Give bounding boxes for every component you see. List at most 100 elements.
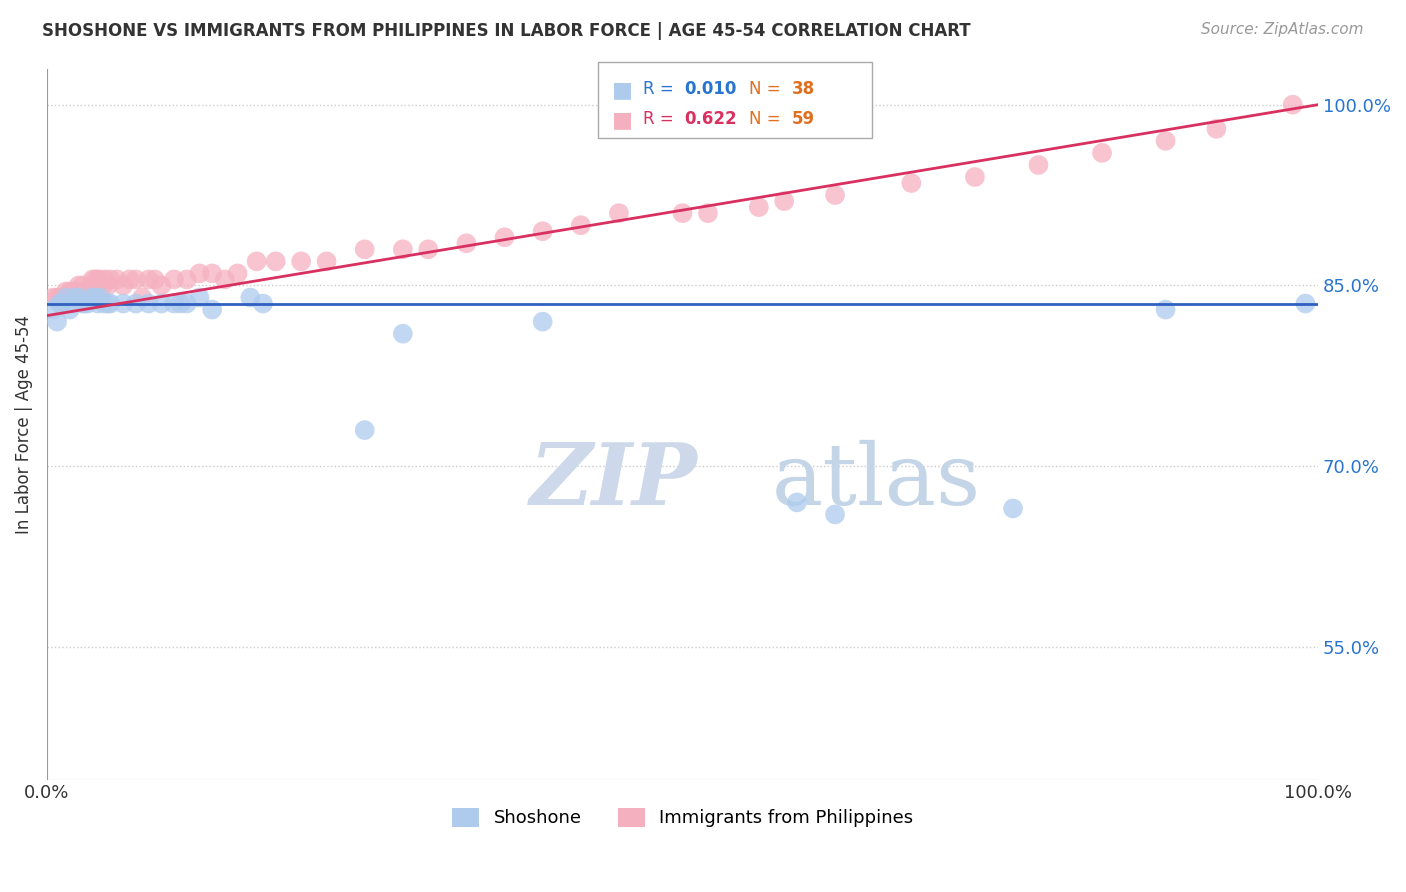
Point [46, 291, 69, 305]
Point [239, 291, 262, 305]
Text: Source: ZipAtlas.com: Source: ZipAtlas.com [1201, 22, 1364, 37]
Point [91, 278, 114, 293]
Point [290, 254, 312, 268]
Point [72, 296, 94, 310]
Text: 59: 59 [792, 110, 814, 128]
Point [79, 285, 101, 299]
Point [125, 296, 148, 310]
Legend: Shoshone, Immigrants from Philippines: Shoshone, Immigrants from Philippines [444, 801, 921, 835]
Point [55, 285, 77, 299]
Point [315, 254, 337, 268]
Point [353, 242, 375, 256]
Point [55, 291, 77, 305]
Text: 0.622: 0.622 [685, 110, 737, 128]
Point [1028, 158, 1050, 172]
Point [188, 267, 211, 281]
Point [607, 206, 630, 220]
Point [72, 278, 94, 293]
Point [100, 296, 122, 310]
Point [100, 272, 122, 286]
Text: R =: R = [643, 80, 679, 98]
Point [392, 326, 415, 341]
Y-axis label: In Labor Force | Age 45-54: In Labor Force | Age 45-54 [15, 315, 32, 533]
Text: SHOSHONE VS IMMIGRANTS FROM PHILIPPINES IN LABOR FORCE | AGE 45-54 CORRELATION C: SHOSHONE VS IMMIGRANTS FROM PHILIPPINES … [42, 22, 970, 40]
Point [201, 267, 224, 281]
Point [456, 236, 478, 251]
Point [73, 296, 96, 310]
Point [87, 272, 110, 286]
Point [112, 296, 135, 310]
Point [63, 291, 86, 305]
Text: R =: R = [643, 110, 679, 128]
Point [494, 230, 516, 244]
Text: ■: ■ [612, 110, 633, 129]
Point [89, 272, 111, 286]
Point [773, 194, 796, 208]
Point [84, 291, 107, 305]
Point [87, 296, 110, 310]
Text: ■: ■ [612, 80, 633, 100]
Point [748, 200, 770, 214]
Point [46, 315, 69, 329]
Point [963, 169, 986, 184]
Point [176, 272, 198, 286]
Text: N =: N = [749, 110, 786, 128]
Point [63, 285, 86, 299]
Point [105, 272, 128, 286]
Point [59, 285, 82, 299]
Point [80, 291, 103, 305]
Point [48, 296, 70, 310]
Point [824, 188, 846, 202]
Point [188, 291, 211, 305]
Point [118, 272, 141, 286]
Point [786, 495, 808, 509]
Point [138, 272, 160, 286]
Point [671, 206, 693, 220]
Point [97, 278, 120, 293]
Point [150, 278, 173, 293]
Point [697, 206, 720, 220]
Point [60, 285, 83, 299]
Point [1091, 145, 1114, 160]
Point [252, 296, 274, 310]
Point [1281, 97, 1303, 112]
Point [82, 272, 104, 286]
Point [150, 296, 173, 310]
Point [531, 224, 554, 238]
Point [51, 291, 73, 305]
Point [125, 272, 148, 286]
Point [1294, 296, 1316, 310]
Point [1154, 134, 1177, 148]
Point [143, 272, 166, 286]
Text: 38: 38 [792, 80, 814, 98]
Point [353, 423, 375, 437]
Point [246, 254, 269, 268]
Point [531, 315, 554, 329]
Point [824, 508, 846, 522]
Point [392, 242, 415, 256]
Point [900, 176, 922, 190]
Point [214, 272, 236, 286]
Text: N =: N = [749, 80, 786, 98]
Point [1002, 501, 1025, 516]
Point [67, 278, 90, 293]
Point [112, 278, 135, 293]
Point [89, 291, 111, 305]
Point [1205, 121, 1227, 136]
Point [42, 302, 65, 317]
Point [48, 291, 70, 305]
Point [76, 285, 98, 299]
Text: atlas: atlas [772, 440, 980, 523]
Point [201, 302, 224, 317]
Point [138, 296, 160, 310]
Text: 0.010: 0.010 [685, 80, 737, 98]
Point [163, 296, 186, 310]
Point [67, 291, 90, 305]
Point [60, 296, 83, 310]
Point [97, 296, 120, 310]
Point [84, 272, 107, 286]
Point [94, 272, 117, 286]
Point [264, 254, 287, 268]
Point [163, 272, 186, 286]
Point [1154, 302, 1177, 317]
